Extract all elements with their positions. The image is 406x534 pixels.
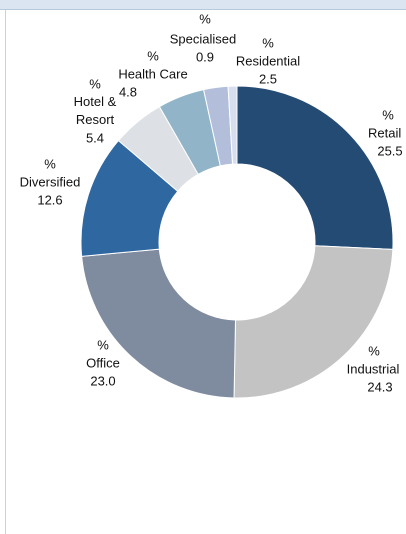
label-line: Hotel & xyxy=(74,94,117,109)
donut-slice xyxy=(227,85,238,165)
unit-label: % xyxy=(382,107,394,122)
donut-slice xyxy=(81,248,237,399)
unit-label: % xyxy=(147,48,159,63)
unit-label: % xyxy=(97,337,109,352)
value-label: 4.8 xyxy=(119,84,137,99)
label-line: Resort xyxy=(76,112,115,127)
donut-slice xyxy=(236,85,394,250)
category-label: Retail xyxy=(368,125,401,140)
category-label: Office xyxy=(86,355,120,370)
category-label: Diversified xyxy=(20,174,81,189)
category-label: Hotel & Resort xyxy=(74,94,117,127)
category-label: Health Care xyxy=(118,66,187,81)
value-label: 24.3 xyxy=(367,379,392,394)
value-label: 25.5 xyxy=(377,143,402,158)
top-band xyxy=(0,0,406,9)
value-label: 5.4 xyxy=(86,130,104,145)
value-label: 12.6 xyxy=(37,192,62,207)
category-label: Specialised xyxy=(170,31,237,46)
value-label: 0.9 xyxy=(196,49,214,64)
value-label: 2.5 xyxy=(259,71,277,86)
unit-label: % xyxy=(199,11,211,26)
unit-label: % xyxy=(89,76,101,91)
value-label: 23.0 xyxy=(90,373,115,388)
unit-label: % xyxy=(44,156,56,171)
category-label: Residential xyxy=(236,53,300,68)
unit-label: % xyxy=(262,35,274,50)
unit-label: % xyxy=(368,343,380,358)
donut-slice xyxy=(233,245,394,399)
category-label: Industrial xyxy=(347,361,400,376)
